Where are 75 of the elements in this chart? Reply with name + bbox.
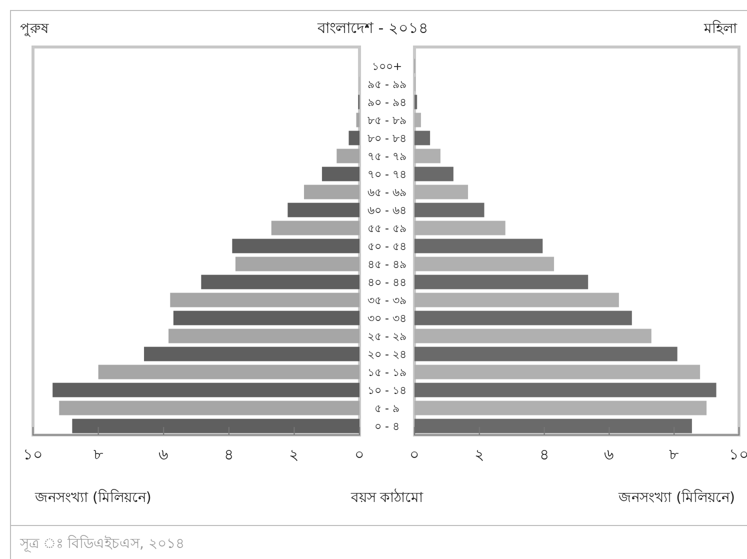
bar <box>414 256 554 272</box>
x-tick-label: ২ <box>289 446 300 464</box>
y-tick-label: ০ - ৪ <box>374 420 400 433</box>
bar <box>414 184 468 200</box>
bar <box>414 346 678 362</box>
bar <box>414 310 632 326</box>
bar <box>414 382 716 398</box>
bar <box>414 418 692 434</box>
y-tick-label: ১০০+ <box>372 60 402 73</box>
bar <box>144 346 360 362</box>
bar <box>304 184 360 200</box>
chart-subtitle: পুরুষ <box>20 21 49 37</box>
bar <box>414 274 588 290</box>
bar <box>72 418 360 434</box>
x-axis-title: জনসংখ্যা (মিলিয়নে) <box>34 489 152 506</box>
y-tick-label: ২০ - ২৪ <box>368 348 406 361</box>
bar <box>336 148 360 164</box>
bar <box>414 364 700 380</box>
bar <box>170 292 360 308</box>
y-tick-label: ৬০ - ৬৪ <box>368 204 406 217</box>
bar <box>168 328 360 344</box>
x-tick-label: ৮ <box>93 446 104 464</box>
bar <box>98 364 360 380</box>
y-tick-label: ৪০ - ৪৪ <box>368 276 406 289</box>
bar <box>414 328 652 344</box>
bar <box>59 400 360 416</box>
bar <box>414 220 506 236</box>
bar <box>201 274 360 290</box>
y-tick-label: ৬৫ - ৬৯ <box>368 186 406 199</box>
y-tick-label: ৪৫ - ৪৯ <box>368 258 406 271</box>
y-tick-label: ২৫ - ২৯ <box>368 330 406 343</box>
chart-subtitle: মহিলা <box>703 20 738 37</box>
bar <box>414 292 619 308</box>
x-tick-label: ২ <box>474 446 484 464</box>
bar <box>232 238 360 254</box>
bar <box>414 166 454 182</box>
bar <box>414 112 421 128</box>
x-tick-label: ০ <box>409 446 420 464</box>
y-tick-label: ৫ - ৯ <box>374 402 400 415</box>
y-tick-label: ১০ - ১৪ <box>368 384 406 397</box>
y-tick-label: ৭৫ - ৭৯ <box>368 150 406 163</box>
bar <box>414 400 707 416</box>
x-tick-label: ০ <box>354 446 365 464</box>
bar <box>288 202 360 218</box>
bar <box>414 238 543 254</box>
y-tick-label: ৫০ - ৫৪ <box>368 240 406 253</box>
y-tick-label: ৩০ - ৩৪ <box>368 312 406 325</box>
bar <box>414 148 440 164</box>
bar <box>322 166 360 182</box>
y-tick-label: ৮০ - ৮৪ <box>368 132 406 145</box>
x-tick-label: ৮ <box>669 446 680 464</box>
y-tick-label: ৮৫ - ৮৯ <box>368 114 406 127</box>
x-tick-label: ৪ <box>539 446 550 464</box>
y-axis-title: বয়স কাঠামো <box>350 489 424 506</box>
bar <box>173 310 360 326</box>
y-tick-label: ৯৫ - ৯৯ <box>368 78 406 91</box>
bar <box>414 202 484 218</box>
y-tick-label: ৩৫ - ৩৯ <box>368 294 406 307</box>
x-tick-label: ৬ <box>158 446 169 464</box>
bar <box>52 382 360 398</box>
x-tick-label: ১০ <box>23 446 43 464</box>
bar <box>271 220 360 236</box>
bar <box>348 130 360 146</box>
x-axis-title: জনসংখ্যা (মিলিয়নে) <box>618 489 735 506</box>
chart-title: বাংলাদেশ - ২০১৪ <box>316 19 428 37</box>
y-tick-label: ৯০ - ৯৪ <box>368 96 406 109</box>
y-tick-label: ৭০ - ৭৪ <box>368 168 406 181</box>
x-tick-label: ৬ <box>604 446 614 464</box>
bar <box>414 94 418 110</box>
y-tick-label: ৫৫ - ৫৯ <box>368 222 406 235</box>
x-tick-label: ৪ <box>224 446 234 464</box>
y-tick-label: ১৫ - ১৯ <box>368 366 406 379</box>
bar <box>414 130 430 146</box>
bar <box>235 256 360 272</box>
text: সূত্র ঃ বিডিএইচএস, ২০১৪ <box>19 535 184 552</box>
